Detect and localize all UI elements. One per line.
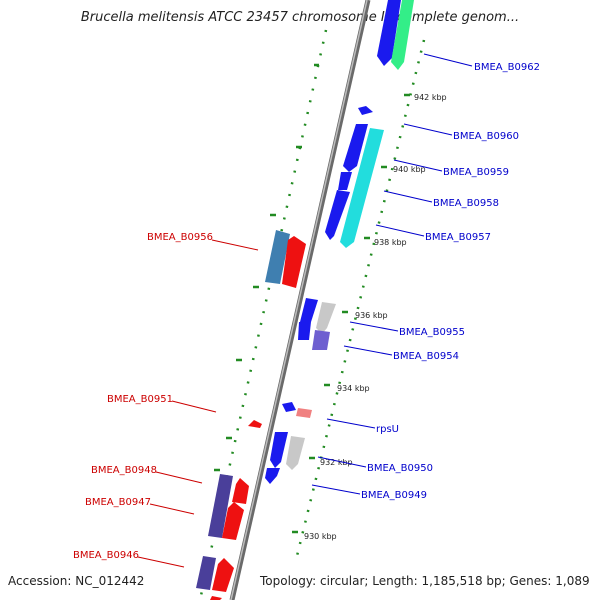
- label-bmea-b0951[interactable]: BMEA_B0951: [107, 394, 173, 405]
- gene-bmea-b0955[interactable]: [300, 298, 318, 328]
- tick-938: 938 kbp: [374, 238, 407, 247]
- gene-bmea-b0959[interactable]: [340, 128, 384, 248]
- label-bmea-b0950[interactable]: BMEA_B0950: [367, 463, 433, 474]
- label-bmea-b0962[interactable]: BMEA_B0962: [474, 62, 540, 73]
- label-bmea-b0946[interactable]: BMEA_B0946: [73, 550, 139, 561]
- label-bmea-b0948[interactable]: BMEA_B0948: [91, 465, 157, 476]
- tick-934: 934 kbp: [337, 384, 370, 393]
- label-bmea-b0954[interactable]: BMEA_B0954: [393, 351, 459, 362]
- tick-930: 930 kbp: [304, 532, 337, 541]
- forward-gene-label-text[interactable]: BMEA_B0962 BMEA_B0960 BMEA_B0959 BMEA_B0…: [361, 62, 540, 501]
- gene-bmea-b0963[interactable]: [377, 0, 401, 66]
- gene-bmea-b0958[interactable]: [325, 190, 350, 240]
- gene-bmea-b0949[interactable]: [265, 468, 280, 484]
- label-bmea-b0958[interactable]: BMEA_B0958: [433, 198, 499, 209]
- gene-small-blue-mid[interactable]: [338, 172, 352, 190]
- reverse-gene-labels: [137, 239, 259, 568]
- gene-bmea-b0947[interactable]: [222, 502, 244, 540]
- gene-small-blue-936[interactable]: [298, 322, 311, 340]
- label-bmea-b0955[interactable]: BMEA_B0955: [399, 327, 465, 338]
- label-bmea-b0959[interactable]: BMEA_B0959: [443, 167, 509, 178]
- gene-bmea-b0956-steel[interactable]: [265, 230, 290, 284]
- gene-bottom-red[interactable]: [210, 596, 222, 600]
- label-bmea-b0949[interactable]: BMEA_B0949: [361, 490, 427, 501]
- forward-gene-labels: [311, 53, 473, 495]
- gene-rpsu[interactable]: [296, 408, 312, 418]
- gene-bmea-b0960[interactable]: [343, 124, 368, 172]
- gc-track-left: [198, 29, 328, 600]
- genome-backbone: [229, 0, 371, 600]
- tick-940: 940 kbp: [393, 165, 426, 174]
- label-bmea-b0957[interactable]: BMEA_B0957: [425, 232, 491, 243]
- gene-bmea-b0946[interactable]: [212, 558, 234, 592]
- gene-bmea-b0950-grey[interactable]: [286, 436, 305, 470]
- kbp-tick-labels: 942 kbp 940 kbp 938 kbp 936 kbp 934 kbp …: [304, 93, 447, 541]
- label-bmea-b0947[interactable]: BMEA_B0947: [85, 497, 151, 508]
- label-bmea-b0960[interactable]: BMEA_B0960: [453, 131, 519, 142]
- gc-track-right: [294, 39, 426, 561]
- tick-936: 936 kbp: [355, 311, 388, 320]
- gene-bmea-b0955-grey[interactable]: [316, 302, 336, 334]
- kbp-ticks: [292, 93, 410, 534]
- gene-bmea-b0962[interactable]: [391, 0, 414, 70]
- topology-text: Topology: circular; Length: 1,185,518 bp…: [260, 574, 590, 588]
- gene-bmea-b0946-indigo[interactable]: [196, 556, 216, 590]
- tick-942: 942 kbp: [414, 93, 447, 102]
- label-bmea-b0956[interactable]: BMEA_B0956: [147, 232, 213, 243]
- reverse-genes[interactable]: [196, 230, 306, 600]
- gene-bmea-b0954[interactable]: [312, 330, 330, 350]
- accession-text: Accession: NC_012442: [8, 574, 145, 588]
- reverse-gene-label-text[interactable]: BMEA_B0956 BMEA_B0951 BMEA_B0948 BMEA_B0…: [73, 232, 213, 561]
- tick-932: 932 kbp: [320, 458, 353, 467]
- gene-bmea-b0948-indigo[interactable]: [208, 474, 233, 538]
- gene-bmea-b0956[interactable]: [282, 236, 306, 288]
- label-rpsu[interactable]: rpsU: [376, 424, 399, 435]
- gene-small-blue-rpsu[interactable]: [282, 402, 296, 412]
- gene-bmea-b0951[interactable]: [248, 420, 262, 428]
- forward-genes[interactable]: [265, 0, 414, 484]
- gene-bmea-b0948[interactable]: [232, 478, 249, 504]
- gene-small-blue-top[interactable]: [358, 106, 373, 115]
- gc-track-left-bars: [214, 63, 319, 472]
- gene-bmea-b0950[interactable]: [270, 432, 288, 468]
